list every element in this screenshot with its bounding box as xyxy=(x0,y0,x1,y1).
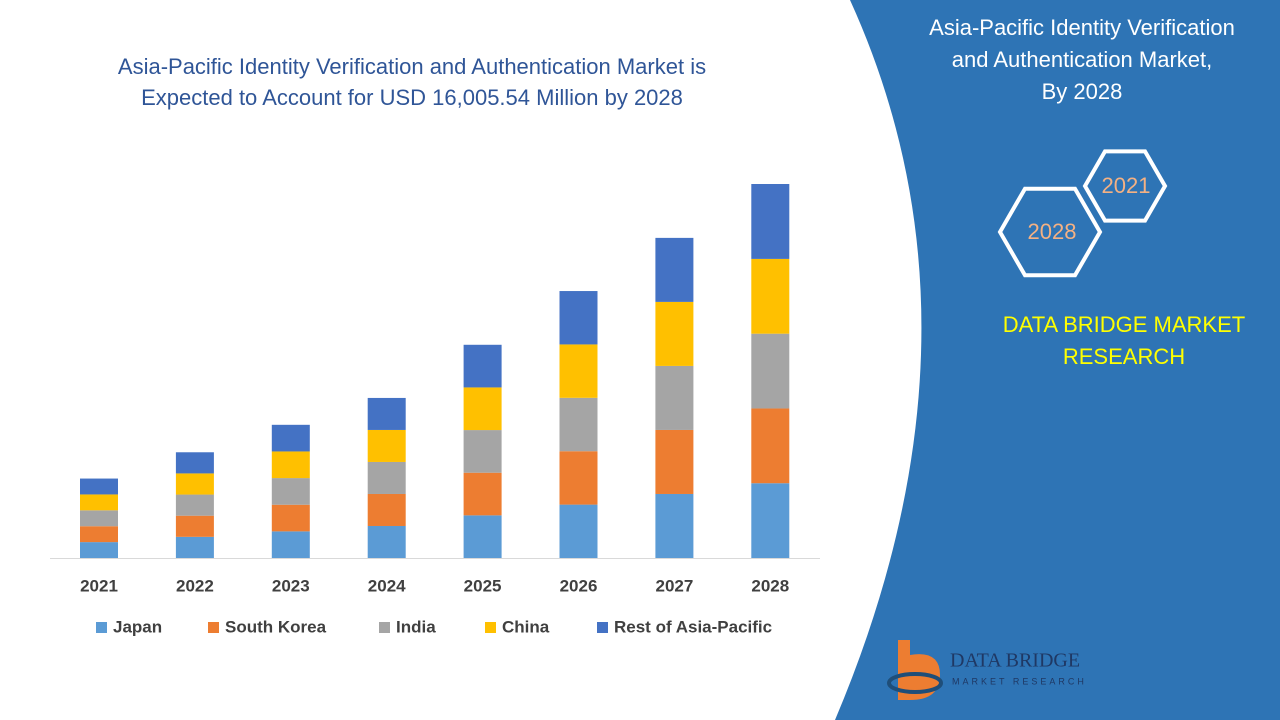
panel-title-line: By 2028 xyxy=(1042,79,1123,104)
bar-segment xyxy=(655,301,694,366)
x-tick-label: 2021 xyxy=(80,576,118,595)
brand-text: RESEARCH xyxy=(1063,344,1185,369)
legend-swatch xyxy=(379,622,390,633)
bar-segment xyxy=(80,494,118,511)
hexagon xyxy=(997,186,1103,278)
x-tick-label: 2028 xyxy=(751,576,789,595)
bar-segment xyxy=(271,451,310,479)
bar-segment xyxy=(80,542,118,558)
legend-swatch xyxy=(96,622,107,633)
panel-title-line: and Authentication Market, xyxy=(952,47,1213,72)
bar-segment xyxy=(463,472,502,516)
bar-segment xyxy=(175,515,214,537)
bar-segment xyxy=(559,344,598,398)
logo: DATA BRIDGE MARKET RESEARCH xyxy=(887,640,1087,700)
logo-swoosh xyxy=(887,672,943,694)
bar-segment xyxy=(559,451,598,505)
bar-segment xyxy=(655,493,694,558)
bar-segment xyxy=(751,184,790,259)
bar-segment xyxy=(559,291,598,345)
legend-label: Japan xyxy=(113,617,162,636)
bar-segment xyxy=(80,510,118,527)
bar-segment xyxy=(463,430,502,473)
bar-segment xyxy=(463,387,502,431)
logo-name: DATA BRIDGE xyxy=(950,650,1080,672)
logo-mark xyxy=(898,640,940,700)
hex-label: 2021 xyxy=(1102,173,1151,198)
bar-segment xyxy=(655,237,694,302)
x-tick-label: 2025 xyxy=(464,576,502,595)
x-tick-label: 2026 xyxy=(560,576,598,595)
bar-segment xyxy=(751,483,790,558)
bar-segment xyxy=(80,526,118,543)
bar-segment xyxy=(271,531,310,558)
plot: 2021 2022 2023 2024 2025 2026 2027 2028 Japan Sou… xyxy=(50,184,820,636)
bar-segment xyxy=(751,333,790,409)
legend-label: China xyxy=(502,617,550,636)
hex-label: 2028 xyxy=(1028,219,1077,244)
brand-text: DATA BRIDGE MARKET xyxy=(1003,312,1245,337)
panel-title-line: Asia-Pacific Identity Verification xyxy=(929,15,1235,40)
legend-label: India xyxy=(396,617,436,636)
bar-segment xyxy=(175,494,214,516)
chart-subtitle: Expected to Account for USD 16,005.54 Mi… xyxy=(141,85,683,110)
bar-segment xyxy=(367,461,406,494)
bar-segment xyxy=(751,258,790,334)
bar-segment xyxy=(655,365,694,430)
bar-segment xyxy=(655,429,694,494)
bar-segment xyxy=(271,478,310,505)
chart-title: Asia-Pacific Identity Verification and A… xyxy=(118,54,706,79)
x-tick-label: 2024 xyxy=(368,576,406,595)
bar-segment xyxy=(175,536,214,558)
bar-segment xyxy=(367,493,406,526)
bar-segment xyxy=(751,408,790,484)
bar-segment xyxy=(175,473,214,495)
bar-segment xyxy=(463,344,502,388)
bar-segment xyxy=(367,429,406,462)
bar-segment xyxy=(559,504,598,558)
bar-segment xyxy=(175,452,214,474)
panel-title: Asia-Pacific Identity Verification and A… xyxy=(929,15,1235,104)
bar-segment xyxy=(80,478,118,495)
bar-segment xyxy=(367,397,406,430)
x-tick-label: 2023 xyxy=(272,576,310,595)
legend-label: Rest of Asia-Pacific xyxy=(614,617,772,636)
legend-swatch xyxy=(597,622,608,633)
legend-swatch xyxy=(485,622,496,633)
bar-segment xyxy=(463,515,502,558)
x-tick-label: 2022 xyxy=(176,576,214,595)
logo-tagline: MARKET RESEARCH xyxy=(952,676,1087,686)
hexagon xyxy=(1082,149,1168,223)
bar-segment xyxy=(271,424,310,452)
bar-segment xyxy=(271,504,310,532)
legend-swatch xyxy=(208,622,219,633)
x-tick-label: 2027 xyxy=(655,576,693,595)
bar-segment xyxy=(559,397,598,452)
legend-label: South Korea xyxy=(225,617,327,636)
bar-segment xyxy=(367,525,406,558)
side-panel xyxy=(835,0,1280,720)
